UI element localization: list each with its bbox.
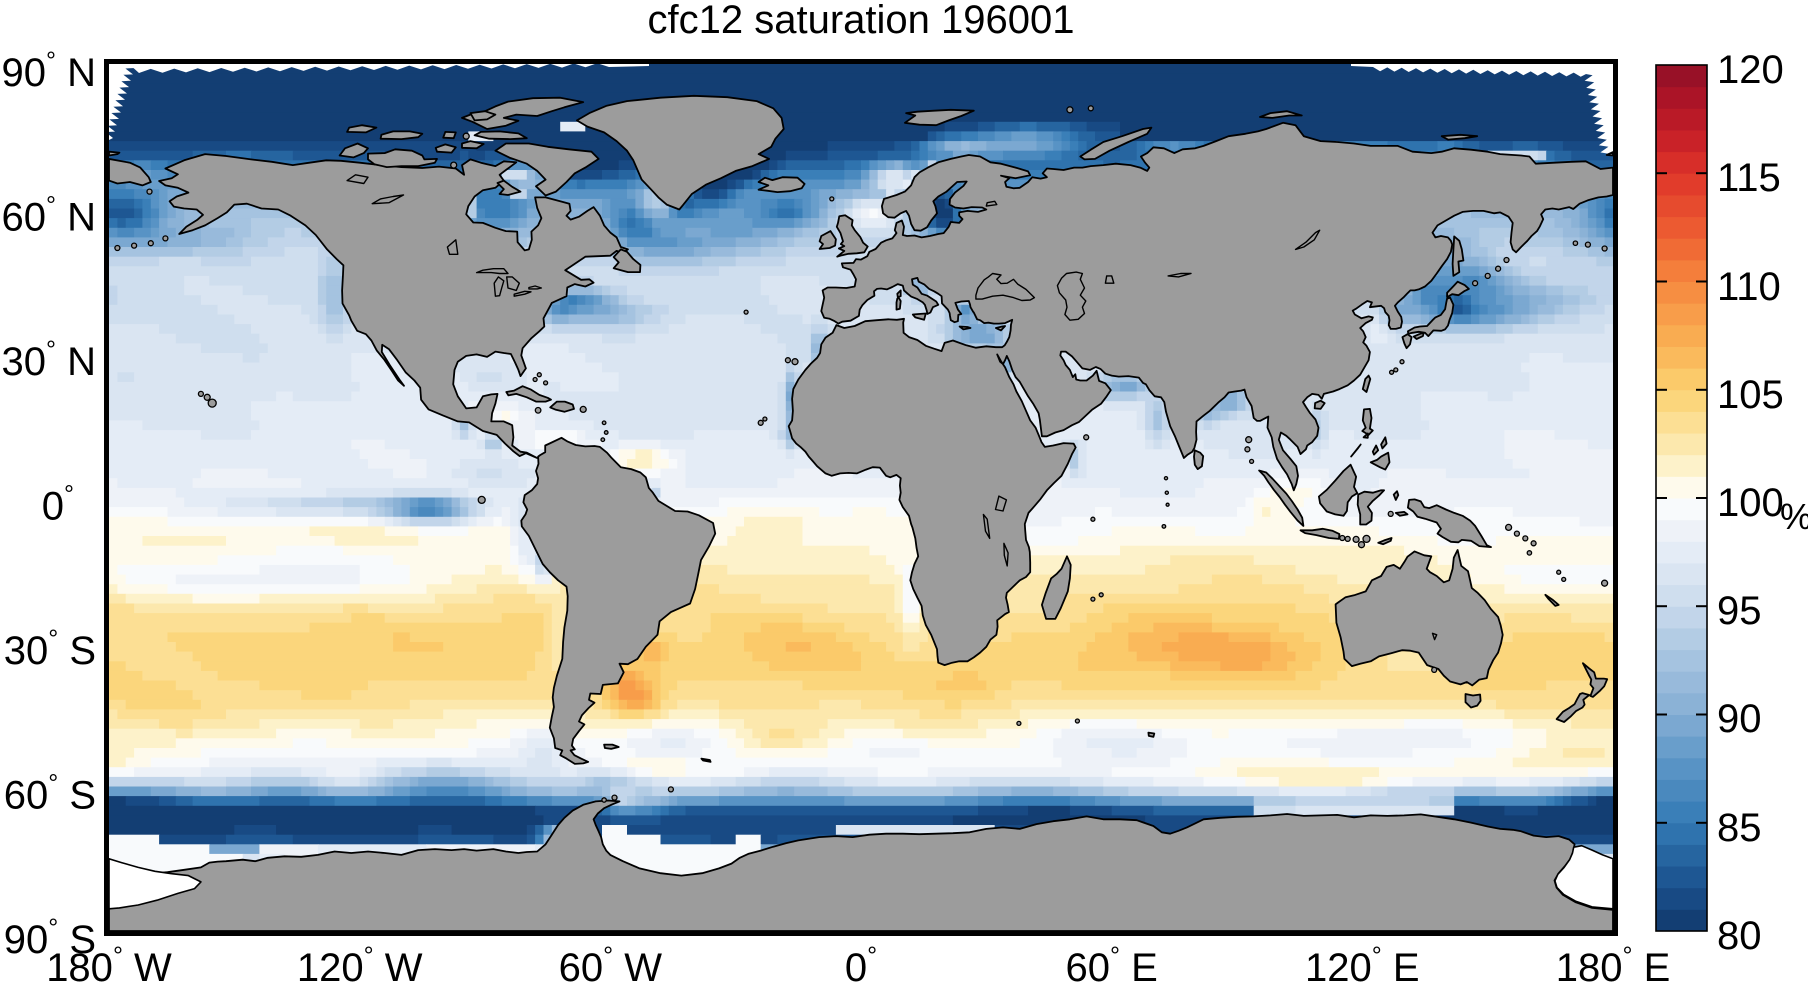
svg-text:85: 85 [1717, 806, 1762, 850]
svg-text:%: % [1780, 496, 1808, 537]
svg-text:30° N: 30° N [2, 336, 97, 384]
svg-text:120° W: 120° W [297, 942, 423, 984]
svg-text:180° E: 180° E [1556, 942, 1671, 984]
svg-text:180° W: 180° W [46, 942, 172, 984]
svg-text:120° E: 120° E [1305, 942, 1420, 984]
svg-text:115: 115 [1717, 156, 1781, 200]
svg-text:80: 80 [1717, 914, 1762, 958]
svg-text:95: 95 [1717, 589, 1762, 633]
svg-text:60° E: 60° E [1066, 942, 1158, 984]
svg-text:100: 100 [1717, 481, 1784, 525]
svg-text:105: 105 [1717, 373, 1784, 417]
svg-text:110: 110 [1717, 265, 1781, 309]
svg-text:cfc12 saturation 196001: cfc12 saturation 196001 [648, 0, 1075, 42]
svg-text:120: 120 [1717, 48, 1784, 92]
svg-text:90° N: 90° N [2, 47, 97, 95]
svg-text:90: 90 [1717, 697, 1762, 741]
